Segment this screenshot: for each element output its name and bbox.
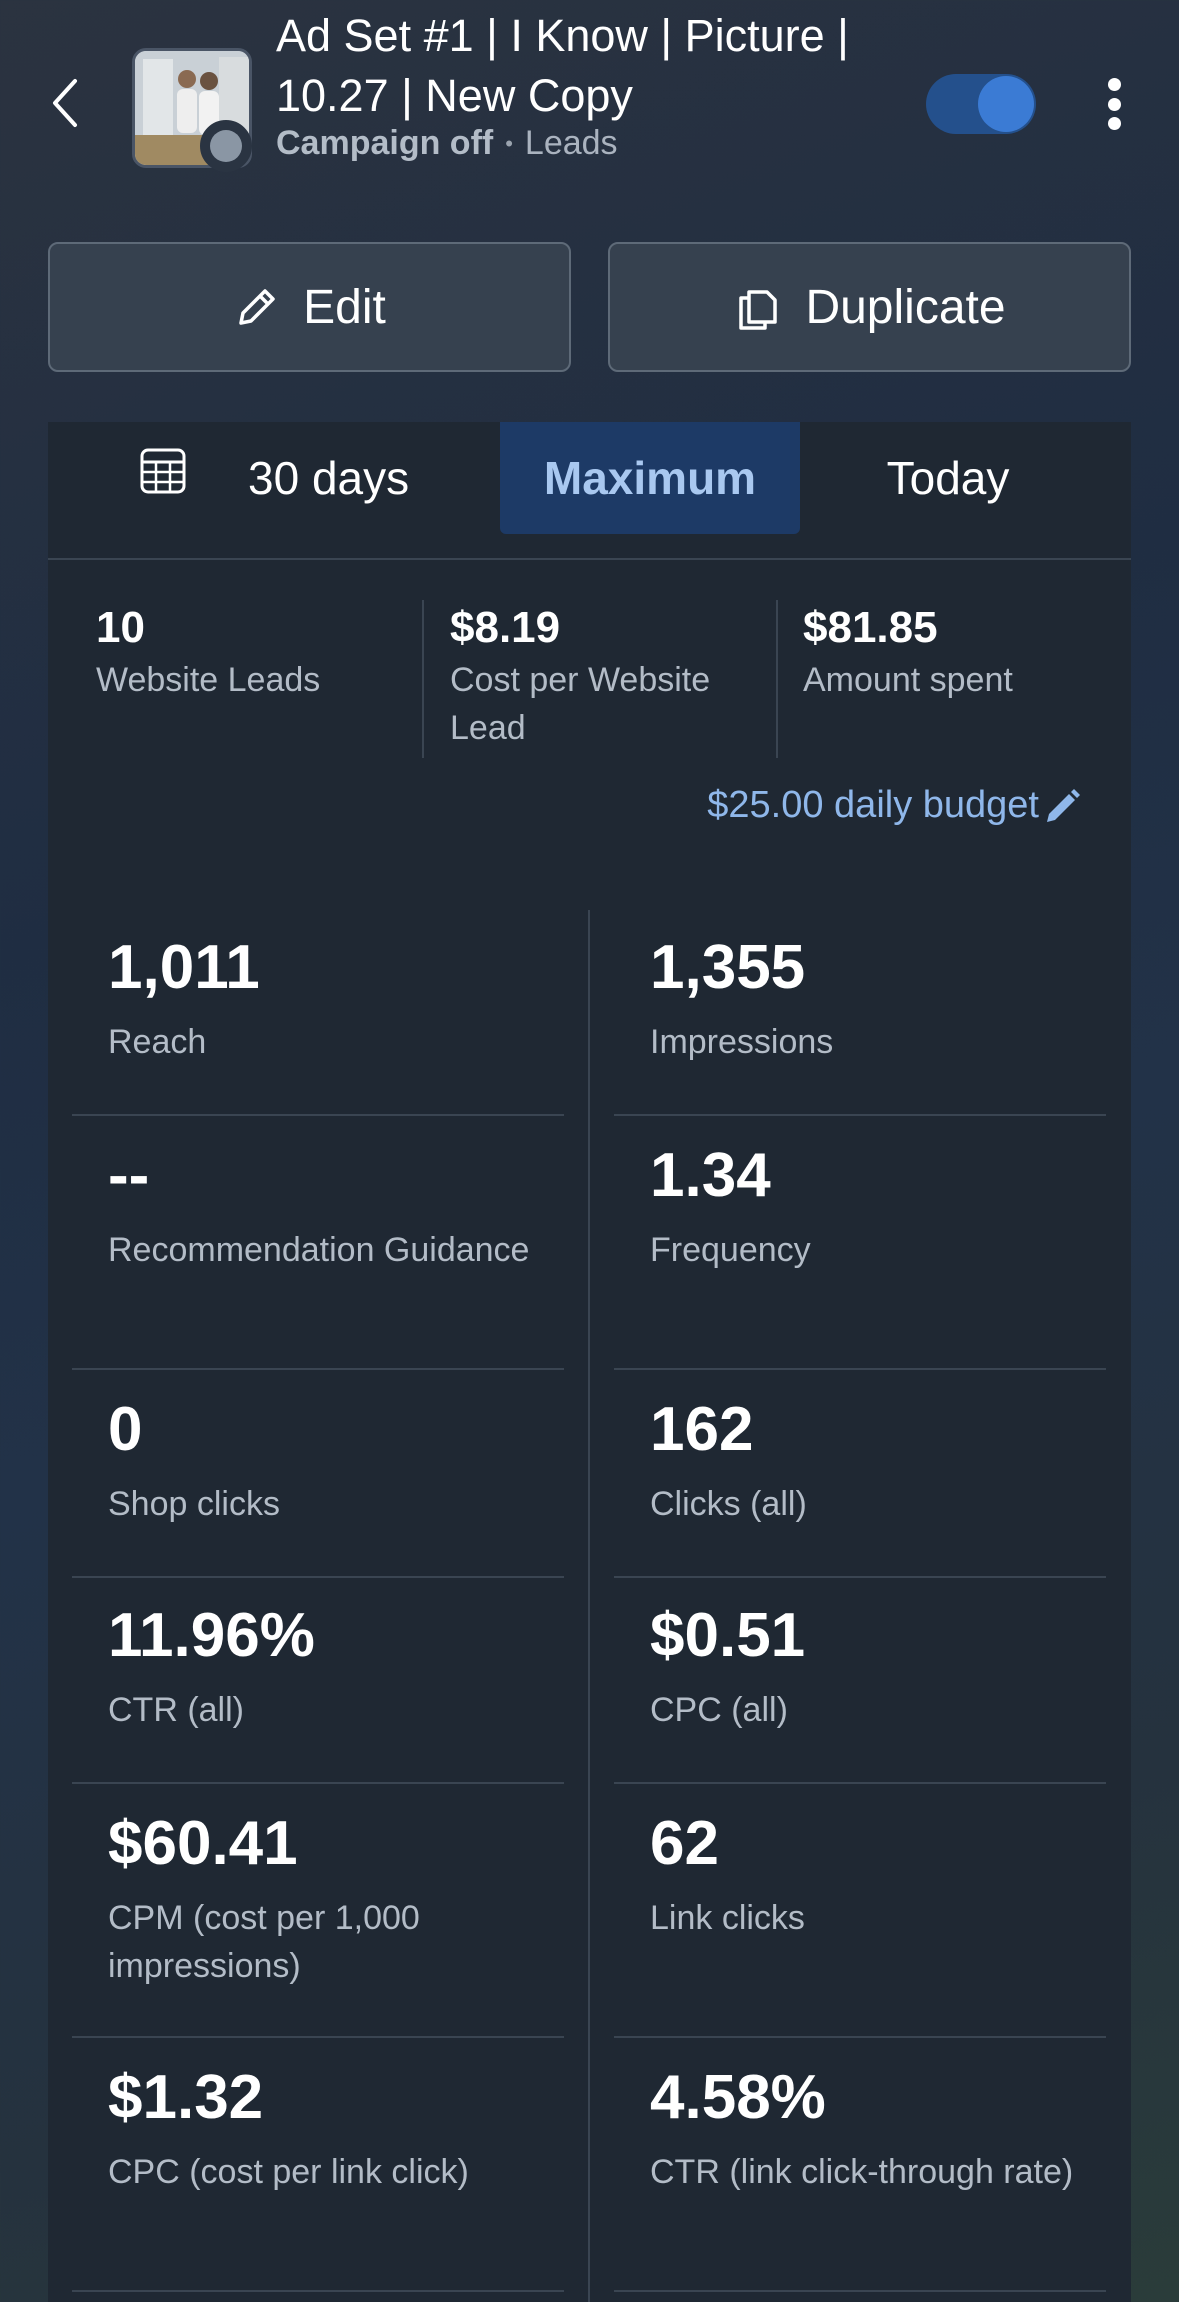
duplicate-icon xyxy=(739,290,778,330)
summary-label: Cost per Website Lead xyxy=(450,661,711,747)
metric-ctr-link: 4.58% CTR (link click-through rate) xyxy=(650,2062,1110,2196)
pencil-icon xyxy=(239,289,275,325)
metric-label: Recommendation Guidance xyxy=(108,1231,530,1269)
metric-value: 0 xyxy=(108,1395,143,1464)
insights-panel: 30 days Maximum Today 10 Website Leads $… xyxy=(48,422,1131,2302)
metric-label: Link clicks xyxy=(650,1899,805,1937)
date-range-tabs: 30 days Maximum Today xyxy=(48,422,1131,560)
chevron-left-icon xyxy=(53,79,77,127)
tab-30-days[interactable]: 30 days xyxy=(248,452,410,504)
metric-link-clicks: 62 Link clicks xyxy=(650,1808,1110,1942)
summary-divider xyxy=(422,600,424,758)
metric-label: Impressions xyxy=(650,1023,834,1061)
metric-cpc-link: $1.32 CPC (cost per link click) xyxy=(108,2062,568,2196)
status-badge xyxy=(200,120,252,172)
summary-label: Website Leads xyxy=(96,661,321,699)
edit-button-label: Edit xyxy=(303,280,386,334)
metric-value: $0.51 xyxy=(650,1601,806,1670)
summary-divider xyxy=(776,600,778,758)
row-divider xyxy=(72,1782,564,1784)
pencil-icon xyxy=(1047,788,1080,822)
tab-maximum[interactable]: Maximum xyxy=(500,422,800,534)
metric-clicks-all: 162 Clicks (all) xyxy=(650,1394,1110,1528)
row-divider xyxy=(614,1114,1106,1116)
metric-label: CPC (all) xyxy=(650,1691,788,1729)
row-divider xyxy=(72,1368,564,1370)
metric-label: Clicks (all) xyxy=(650,1485,807,1523)
back-button[interactable] xyxy=(40,75,90,131)
metric-value: 162 xyxy=(650,1395,754,1464)
row-divider xyxy=(614,1576,1106,1578)
row-divider xyxy=(72,1114,564,1116)
row-divider xyxy=(614,2036,1106,2038)
row-divider xyxy=(72,1576,564,1578)
summary-value: $8.19 xyxy=(450,603,561,652)
campaign-status: Campaign off xyxy=(276,124,494,162)
summary-label: Amount spent xyxy=(803,661,1013,699)
daily-budget-link[interactable]: $25.00 daily budget xyxy=(707,784,1083,827)
summary-value: $81.85 xyxy=(803,603,938,652)
calendar-icon[interactable] xyxy=(138,446,188,496)
row-divider xyxy=(614,1368,1106,1370)
daily-budget-text: $25.00 daily budget xyxy=(707,784,1039,826)
metric-value: $1.32 xyxy=(108,2063,264,2132)
metric-label: CPC (cost per link click) xyxy=(108,2153,469,2191)
metric-value: $60.41 xyxy=(108,1809,298,1878)
edit-button[interactable]: Edit xyxy=(48,242,571,372)
row-divider xyxy=(72,2036,564,2038)
ad-set-toggle[interactable] xyxy=(926,74,1036,134)
separator-dot: • xyxy=(505,130,513,156)
more-vertical-icon[interactable] xyxy=(1096,72,1132,136)
metric-value: 1.34 xyxy=(650,1141,771,1210)
summary-cost-per-lead: $8.19 Cost per Website Lead xyxy=(450,600,780,752)
metric-ctr-all: 11.96% CTR (all) xyxy=(108,1600,568,1734)
metric-value: 11.96% xyxy=(108,1601,315,1670)
summary-website-leads: 10 Website Leads xyxy=(96,600,416,704)
metric-cpm: $60.41 CPM (cost per 1,000 impressions) xyxy=(108,1808,568,1990)
metric-reach: 1,011 Reach xyxy=(108,932,568,1066)
metric-label: Shop clicks xyxy=(108,1485,280,1523)
metric-value: 4.58% xyxy=(650,2063,826,2132)
metric-impressions: 1,355 Impressions xyxy=(650,932,1110,1066)
metric-recommendation-guidance: -- Recommendation Guidance xyxy=(108,1140,568,1274)
summary-value: 10 xyxy=(96,603,145,652)
duplicate-button[interactable]: Duplicate xyxy=(608,242,1131,372)
metric-frequency: 1.34 Frequency xyxy=(650,1140,1110,1274)
metric-value: 62 xyxy=(650,1809,719,1878)
metric-cpc-all: $0.51 CPC (all) xyxy=(650,1600,1110,1734)
objective-label: Leads xyxy=(524,124,618,162)
metric-value: 1,011 xyxy=(108,933,260,1002)
metric-value: -- xyxy=(108,1141,150,1210)
metric-label: Frequency xyxy=(650,1231,811,1269)
ad-set-subtitle: Campaign off • Leads xyxy=(276,124,618,163)
duplicate-button-label: Duplicate xyxy=(805,280,1006,334)
row-divider xyxy=(614,2290,1106,2292)
metric-label: CTR (all) xyxy=(108,1691,244,1729)
row-divider xyxy=(72,2290,564,2292)
metric-label: CTR (link click-through rate) xyxy=(650,2153,1074,2191)
ad-set-title: Ad Set #1 | I Know | Picture | 10.27 | N… xyxy=(276,10,849,121)
row-divider xyxy=(614,1782,1106,1784)
metric-label: Reach xyxy=(108,1023,207,1061)
metrics-column-divider xyxy=(588,910,590,2302)
metric-label: CPM (cost per 1,000 impressions) xyxy=(108,1899,420,1985)
metric-value: 1,355 xyxy=(650,933,806,1002)
summary-amount-spent: $81.85 Amount spent xyxy=(803,600,1103,704)
tab-today[interactable]: Today xyxy=(886,452,1010,504)
metric-shop-clicks: 0 Shop clicks xyxy=(108,1394,568,1528)
